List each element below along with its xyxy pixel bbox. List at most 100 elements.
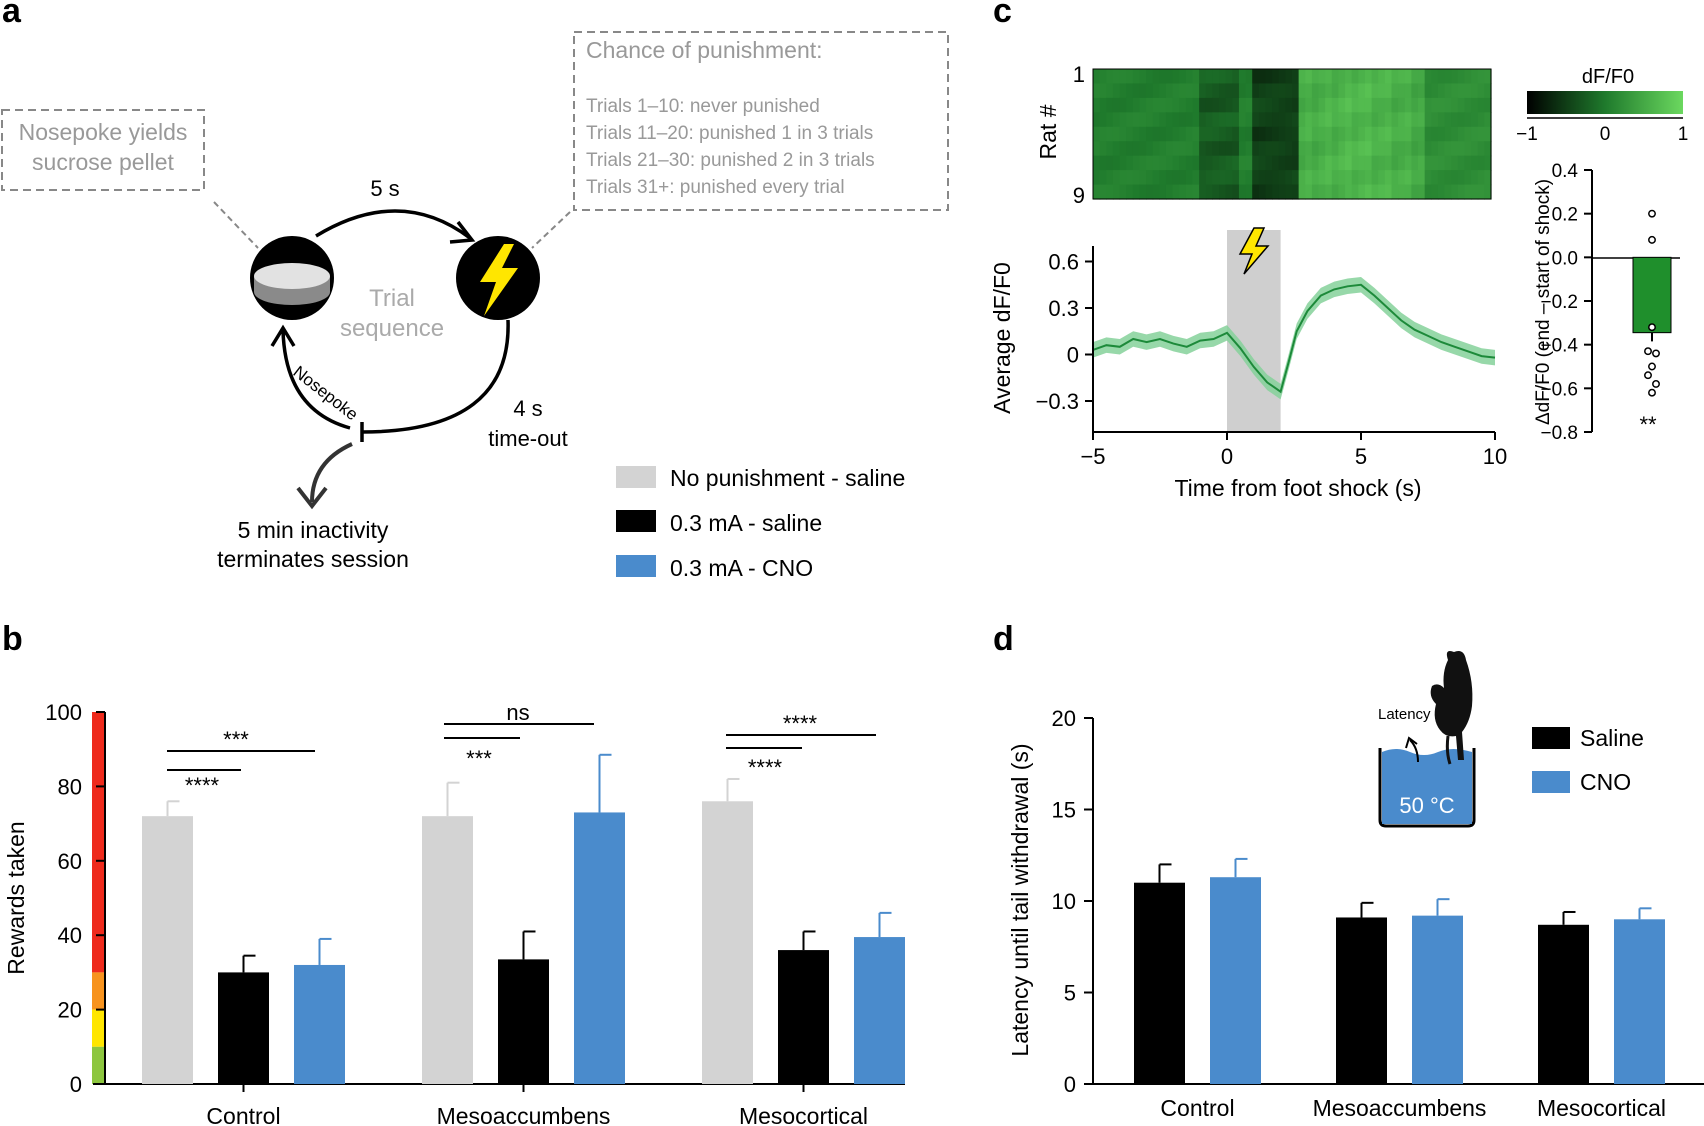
heatmap-cell <box>1451 170 1459 186</box>
heatmap-cell <box>1172 126 1180 142</box>
heatmap-row-label-first: 1 <box>1073 62 1085 87</box>
heatmap-cell <box>1258 155 1267 171</box>
d-bar-control-saline <box>1134 882 1185 1084</box>
heatmap-cell <box>1378 83 1386 99</box>
heatmap-cell <box>1311 184 1320 200</box>
heatmap-cell <box>1272 141 1280 157</box>
heatmap-cell <box>1371 69 1379 85</box>
heatmap-cell <box>1404 155 1412 171</box>
heatmap-cell <box>1371 97 1379 113</box>
heatmap-cell <box>1179 69 1187 85</box>
heatmap-cell <box>1132 112 1141 128</box>
heatmap-cell <box>1225 97 1233 113</box>
heatmap-cell <box>1112 126 1121 142</box>
heatmap-cell <box>1444 155 1452 171</box>
b-category-label: Mesocortical <box>739 1103 868 1126</box>
heatmap-cell <box>1484 69 1492 85</box>
heatmap-cell <box>1139 155 1147 171</box>
d-bar-mesoaccumbens-cno <box>1412 915 1463 1084</box>
heatmap-cell <box>1159 97 1167 113</box>
heatmap-cell <box>1464 97 1472 113</box>
d-bars <box>1134 857 1665 1084</box>
heatmap-cell <box>1132 184 1141 200</box>
heatmap-cell <box>1384 170 1393 186</box>
heatmap-cell <box>1238 97 1247 113</box>
connector-right <box>531 211 571 249</box>
heatmap-cell <box>1272 97 1280 113</box>
heatmap-cell <box>1292 126 1300 142</box>
heatmap-cell <box>1292 83 1300 99</box>
heatmap-cell <box>1252 184 1260 200</box>
heatmap-cell <box>1232 170 1240 186</box>
inset-temperature-label: 50 °C <box>1399 793 1454 818</box>
b-bar-mesoaccumbens-no-punishment-saline <box>422 816 473 1084</box>
b-y-tick-label: 20 <box>58 998 82 1023</box>
trace-x-tick-label: 0 <box>1221 444 1233 469</box>
heatmap-cell <box>1351 141 1359 157</box>
heatmap-cell <box>1325 69 1333 85</box>
legend-label-no-punishment: No punishment - saline <box>670 465 905 491</box>
heatmap-cell <box>1146 184 1154 200</box>
heatmap-cell <box>1285 155 1293 171</box>
heatmap <box>1092 68 1492 200</box>
delta-data-point <box>1648 235 1656 244</box>
heatmap-cell <box>1391 69 1399 85</box>
heatmap-cell <box>1391 126 1399 142</box>
heatmap-cell <box>1471 170 1479 186</box>
heatmap-cell <box>1212 112 1220 128</box>
trace-y-tick-label: 0 <box>1067 343 1079 368</box>
heatmap-cell <box>1457 69 1466 85</box>
heatmap-cell <box>1345 126 1353 142</box>
heatmap-cell <box>1391 184 1399 200</box>
reward-scale-band <box>92 1046 104 1084</box>
delta-y-tick-label: −0.6 <box>1540 379 1578 400</box>
heatmap-cell <box>1424 97 1432 113</box>
heatmap-cell <box>1477 184 1485 200</box>
heatmap-cell <box>1112 97 1121 113</box>
heatmap-cell <box>1444 126 1452 142</box>
heatmap-cell <box>1398 83 1406 99</box>
heatmap-cell <box>1292 155 1300 171</box>
heatmap-cell <box>1252 126 1260 142</box>
arrowhead-inactivity <box>296 486 328 510</box>
heatmap-cell <box>1471 155 1479 171</box>
heatmap-cell <box>1146 97 1154 113</box>
heatmap-cell <box>1298 126 1306 142</box>
heatmap-cell <box>1258 184 1267 200</box>
heatmap-cell <box>1172 155 1180 171</box>
heatmap-cell <box>1232 184 1240 200</box>
heatmap-cell <box>1345 69 1353 85</box>
heatmap-cell <box>1464 112 1472 128</box>
heatmap-cell <box>1225 170 1233 186</box>
heatmap-cell <box>1252 83 1260 99</box>
heatmap-cell <box>1484 97 1492 113</box>
heatmap-cell <box>1358 155 1366 171</box>
heatmap-cell <box>1152 69 1160 85</box>
delta-y-axis-label: ΔdF/F0 (end – start of shock) <box>1533 179 1554 425</box>
heatmap-cell <box>1139 69 1147 85</box>
heatmap-cell <box>1384 184 1393 200</box>
sig-meso-acc-lower: *** <box>466 746 492 771</box>
heatmap-cell <box>1093 170 1101 186</box>
b-bars <box>142 753 905 1084</box>
heatmap-cell <box>1298 69 1306 85</box>
heatmap-cell <box>1437 184 1446 200</box>
heatmap-cell <box>1106 170 1114 186</box>
heatmap-cell <box>1378 184 1386 200</box>
delta-y-tick-label: 0.0 <box>1552 248 1578 269</box>
heatmap-cell <box>1364 83 1373 99</box>
heatmap-cell <box>1358 69 1366 85</box>
heatmap-cell <box>1437 83 1446 99</box>
heatmap-cell <box>1424 141 1432 157</box>
heatmap-cell <box>1437 141 1446 157</box>
panel-label-d: d <box>993 620 1014 658</box>
trace-x-tick-label: −5 <box>1080 444 1105 469</box>
heatmap-cell <box>1126 97 1134 113</box>
heatmap-cell <box>1484 155 1492 171</box>
trace-line <box>1092 283 1496 394</box>
heatmap-cell <box>1152 112 1160 128</box>
heatmap-cell <box>1411 184 1419 200</box>
heatmap-cell <box>1172 97 1180 113</box>
heatmap-cell <box>1245 170 1253 186</box>
heatmap-cell <box>1119 126 1127 142</box>
